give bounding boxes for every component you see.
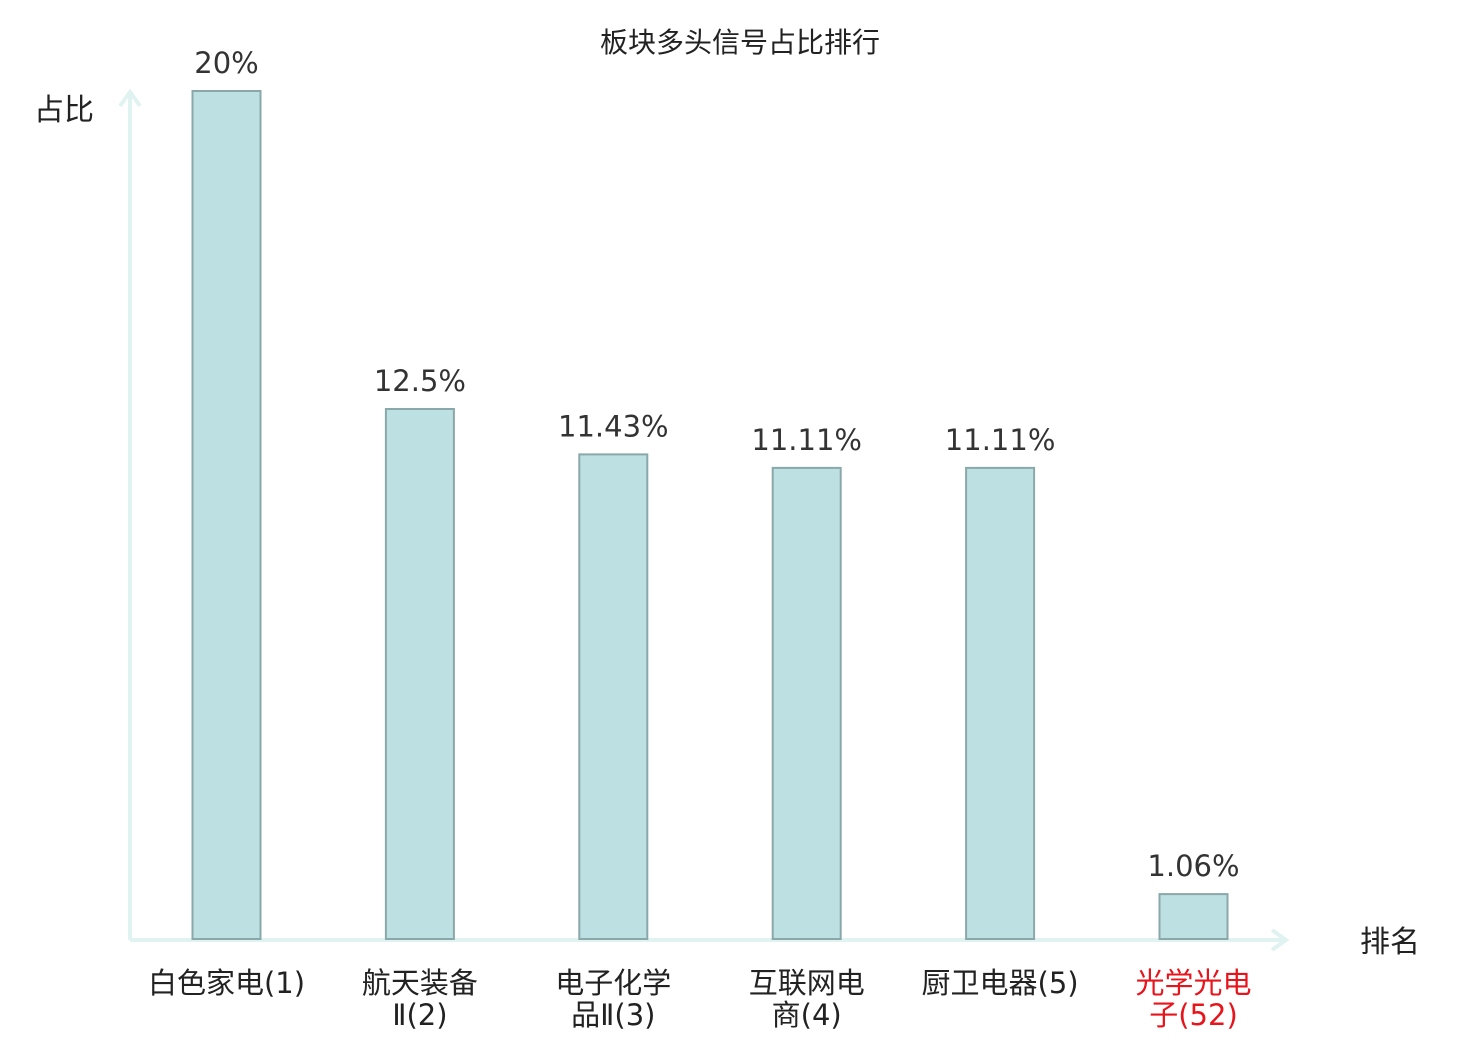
- value-label-1: 20%: [194, 46, 258, 80]
- category-labels-group: 白色家电(1) 航天装备 Ⅱ(2) 电子化学品Ⅱ(3) 互联网电商(4) 厨卫电器(5) 光…: [148, 966, 1252, 1032]
- bars-group: [191, 90, 1229, 940]
- category-label-line: 子(52): [1149, 998, 1238, 1032]
- category-label-line: 品Ⅱ(3): [571, 998, 655, 1032]
- y-axis-label: 占比: [34, 93, 94, 128]
- category-label-line: 商(4): [772, 998, 842, 1032]
- value-labels-group: 20% 12.5% 11.43% 11.11% 11.11% 1.06%: [194, 46, 1239, 883]
- category-label-line: 互联网电: [749, 966, 865, 1000]
- category-label-line: 厨卫电器(5): [922, 966, 1079, 1000]
- value-label-6: 1.06%: [1147, 849, 1239, 883]
- category-label-line: 白色家电(1): [148, 966, 305, 1000]
- bar-2: [384, 408, 455, 940]
- axes: [118, 88, 1290, 952]
- bar-3: [578, 453, 649, 940]
- category-label-6: 光学光电子(52): [1135, 966, 1251, 1032]
- category-label-3: 电子化学品Ⅱ(3): [555, 966, 671, 1032]
- category-label-line: 电子化学: [555, 966, 671, 1000]
- bar-6: [1158, 893, 1229, 940]
- value-label-4: 11.11%: [751, 423, 862, 457]
- x-axis-arrow: [1270, 928, 1290, 952]
- category-label-4: 互联网电商(4): [749, 966, 865, 1032]
- bar-5: [965, 466, 1036, 940]
- value-label-2: 12.5%: [374, 364, 466, 398]
- x-axis-label: 排名: [1360, 925, 1420, 960]
- category-label-1: 白色家电(1): [148, 966, 305, 1000]
- value-label-3: 11.43%: [558, 409, 669, 443]
- chart-title: 板块多头信号占比排行: [600, 26, 880, 59]
- bar-1: [191, 90, 262, 940]
- category-label-line: 航天装备: [362, 966, 478, 1000]
- category-label-line: Ⅱ(2): [392, 998, 447, 1032]
- y-axis-arrow: [118, 88, 142, 108]
- value-label-5: 11.11%: [945, 423, 1056, 457]
- category-label-5: 厨卫电器(5): [922, 966, 1079, 1000]
- category-label-line: 光学光电: [1135, 966, 1251, 1000]
- bar-4: [771, 466, 842, 940]
- category-label-2: 航天装备 Ⅱ(2): [362, 966, 478, 1032]
